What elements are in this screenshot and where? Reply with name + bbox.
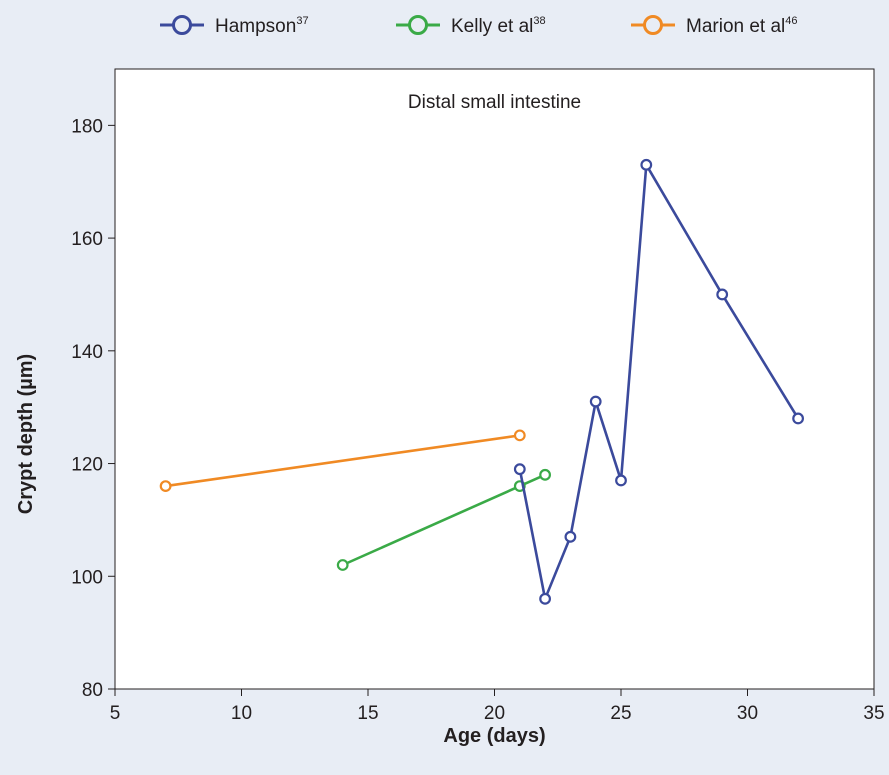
data-point bbox=[539, 468, 551, 481]
legend-item-hampson: Hampson37 bbox=[160, 15, 309, 37]
series-line bbox=[165, 434, 520, 488]
y-tick-label: 120 bbox=[71, 455, 103, 476]
y-tick-label: 160 bbox=[71, 229, 103, 250]
x-tick-label: 20 bbox=[484, 703, 505, 724]
legend-item-marion-et-al: Marion et al46 bbox=[631, 15, 798, 37]
legend-label: Kelly et al38 bbox=[451, 15, 546, 37]
series-kelly-et-al bbox=[336, 468, 551, 571]
data-point bbox=[716, 288, 729, 301]
series-layer bbox=[159, 158, 804, 605]
data-point bbox=[513, 463, 526, 476]
legend-name: Hampson bbox=[215, 16, 296, 37]
data-point bbox=[336, 559, 349, 571]
data-point bbox=[564, 530, 577, 543]
y-tick-label: 180 bbox=[71, 116, 103, 137]
data-point bbox=[615, 474, 627, 487]
legend-marker bbox=[172, 15, 192, 35]
plot-area bbox=[114, 68, 875, 690]
y-tick-label: 80 bbox=[82, 680, 103, 701]
legend-marker bbox=[408, 15, 428, 35]
legend-citation: 46 bbox=[785, 15, 797, 27]
y-axis-title: Crypt depth (µm) bbox=[15, 354, 37, 514]
y-axis: 80 100 120 140 160 180 bbox=[71, 116, 115, 701]
x-axis: 5 10 15 20 25 30 35 bbox=[110, 689, 885, 724]
legend-marker bbox=[643, 15, 663, 35]
series-hampson bbox=[513, 158, 804, 605]
x-tick-label: 5 bbox=[110, 703, 121, 724]
legend-label: Hampson37 bbox=[215, 15, 309, 37]
data-point bbox=[589, 395, 602, 408]
legend: Hampson37 Kelly et al38 Marion et al46 bbox=[160, 15, 798, 37]
x-axis-title: Age (days) bbox=[443, 725, 545, 747]
y-tick-label: 140 bbox=[71, 342, 103, 363]
legend-name: Kelly et al bbox=[451, 16, 533, 37]
x-tick-label: 25 bbox=[610, 703, 631, 724]
x-tick-label: 15 bbox=[357, 703, 378, 724]
y-tick-label: 100 bbox=[71, 567, 103, 588]
series-line bbox=[518, 163, 800, 601]
data-point bbox=[640, 158, 653, 171]
data-point bbox=[513, 429, 526, 442]
x-tick-label: 30 bbox=[737, 703, 758, 724]
data-point bbox=[792, 412, 804, 425]
legend-item-kelly-et-al: Kelly et al38 bbox=[396, 15, 546, 37]
chart-annotation: Distal small intestine bbox=[408, 92, 581, 113]
x-tick-label: 35 bbox=[863, 703, 884, 724]
data-point bbox=[159, 480, 172, 492]
x-tick-label: 10 bbox=[231, 703, 252, 724]
legend-label: Marion et al46 bbox=[686, 15, 798, 37]
data-point bbox=[539, 592, 551, 605]
legend-citation: 38 bbox=[533, 15, 545, 27]
legend-citation: 37 bbox=[296, 15, 308, 27]
legend-name: Marion et al bbox=[686, 16, 785, 37]
series-marion-et-al bbox=[159, 429, 526, 492]
